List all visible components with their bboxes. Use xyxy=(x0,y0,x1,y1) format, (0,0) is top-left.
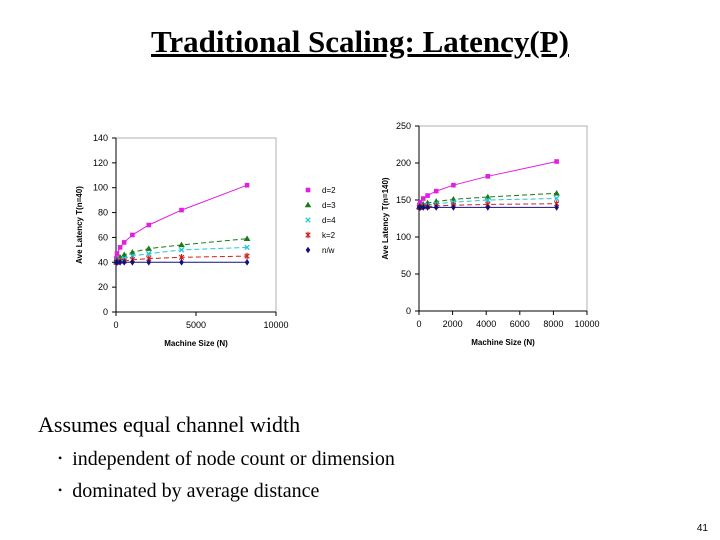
chart-right-latency-n140: 0 50 100 150 200 250 0 2000 4000 6000 8000 10000 Mac… xyxy=(381,121,600,347)
marker-diamond xyxy=(451,204,456,211)
marker-triangle xyxy=(243,235,251,241)
marker-x xyxy=(305,217,311,223)
marker-x xyxy=(485,197,491,203)
marker-square xyxy=(433,188,439,194)
slide-title: Traditional Scaling: Latency(P) xyxy=(151,24,569,59)
bullet-icon: • xyxy=(58,483,63,497)
marker-triangle xyxy=(178,241,185,248)
marker-triangle xyxy=(304,201,312,208)
main-point: Assumes equal channel width xyxy=(38,412,301,437)
marker-square xyxy=(114,251,120,256)
marker-triangle xyxy=(553,190,560,196)
y-tick-label: 40 xyxy=(98,257,108,267)
marker-square xyxy=(425,193,430,198)
bullet-item: • independent of node count or dimension xyxy=(58,448,395,471)
legend-label: k=2 xyxy=(322,231,336,240)
marker-triangle xyxy=(120,251,128,258)
marker-square xyxy=(179,207,184,213)
marker-x xyxy=(178,247,185,253)
x-tick-label: 6000 xyxy=(510,319,530,329)
x-tick-label: 4000 xyxy=(476,319,496,329)
x-tick-label: 10000 xyxy=(263,320,288,330)
y-tick-label: 50 xyxy=(401,269,411,279)
marker-x xyxy=(553,195,560,202)
marker-square xyxy=(146,222,152,228)
marker-x xyxy=(146,250,152,257)
marker-square xyxy=(485,174,491,179)
legend-label: n/w xyxy=(322,246,335,255)
x-tick-label: 2000 xyxy=(443,319,463,329)
marker-square xyxy=(121,240,127,245)
x-tick-label: 8000 xyxy=(543,319,563,329)
y-axis-label: Ave Latency T(n=40) xyxy=(75,186,84,264)
y-tick-label: 100 xyxy=(93,183,108,193)
bullet-text: independent of node count or dimension xyxy=(72,448,395,470)
marker-square xyxy=(130,232,135,238)
x-tick-label: 10000 xyxy=(574,319,599,329)
plot-area xyxy=(115,137,277,313)
y-tick-label: 120 xyxy=(93,158,108,168)
y-axis-label: Ave Latency T(n=140) xyxy=(381,177,390,260)
marker-square xyxy=(451,182,456,188)
marker-diamond xyxy=(114,258,120,266)
marker-triangle xyxy=(129,249,136,255)
marker-square xyxy=(421,196,426,201)
marker-x xyxy=(244,244,250,251)
y-tick-label: 80 xyxy=(98,208,108,218)
marker-star xyxy=(244,252,250,260)
legend-label: d=3 xyxy=(322,201,336,210)
x-tick-label: 5000 xyxy=(186,320,206,330)
y-tick-label: 200 xyxy=(396,158,411,168)
x-tick-label: 0 xyxy=(113,320,118,330)
y-tick-label: 0 xyxy=(406,306,411,316)
marker-diamond xyxy=(244,258,250,266)
bullet-item: • dominated by average distance xyxy=(58,480,319,503)
marker-diamond xyxy=(117,258,123,266)
x-axis-label: Machine Size (N) xyxy=(471,338,535,347)
y-tick-label: 140 xyxy=(93,133,108,143)
legend-label: d=4 xyxy=(322,216,336,225)
marker-square xyxy=(554,159,559,164)
chart-left-latency-n40: 0 20 40 60 80 100 120 140 0 5000 10000 Machine Size… xyxy=(75,133,336,348)
marker-triangle xyxy=(145,245,153,251)
y-tick-label: 250 xyxy=(396,121,411,131)
marker-diamond xyxy=(121,258,127,266)
marker-square xyxy=(417,199,423,205)
marker-square xyxy=(244,182,250,188)
y-tick-label: 100 xyxy=(396,232,411,242)
marker-diamond xyxy=(305,246,311,254)
marker-diamond xyxy=(146,258,152,266)
bullet-icon: • xyxy=(58,451,63,465)
marker-square xyxy=(305,187,311,193)
marker-star xyxy=(305,231,311,239)
marker-diamond xyxy=(417,204,423,211)
x-tick-label: 0 xyxy=(416,319,421,329)
page-number: 41 xyxy=(696,523,708,534)
y-tick-label: 150 xyxy=(396,195,411,205)
y-tick-label: 0 xyxy=(103,307,108,317)
bullet-text: dominated by average distance xyxy=(72,480,320,502)
y-tick-label: 20 xyxy=(98,282,108,292)
y-tick-label: 60 xyxy=(98,232,108,242)
x-axis-label: Machine Size (N) xyxy=(164,339,228,348)
legend-label: d=2 xyxy=(322,186,336,195)
marker-diamond xyxy=(485,204,491,211)
plot-area xyxy=(418,125,588,312)
marker-square xyxy=(117,245,123,250)
